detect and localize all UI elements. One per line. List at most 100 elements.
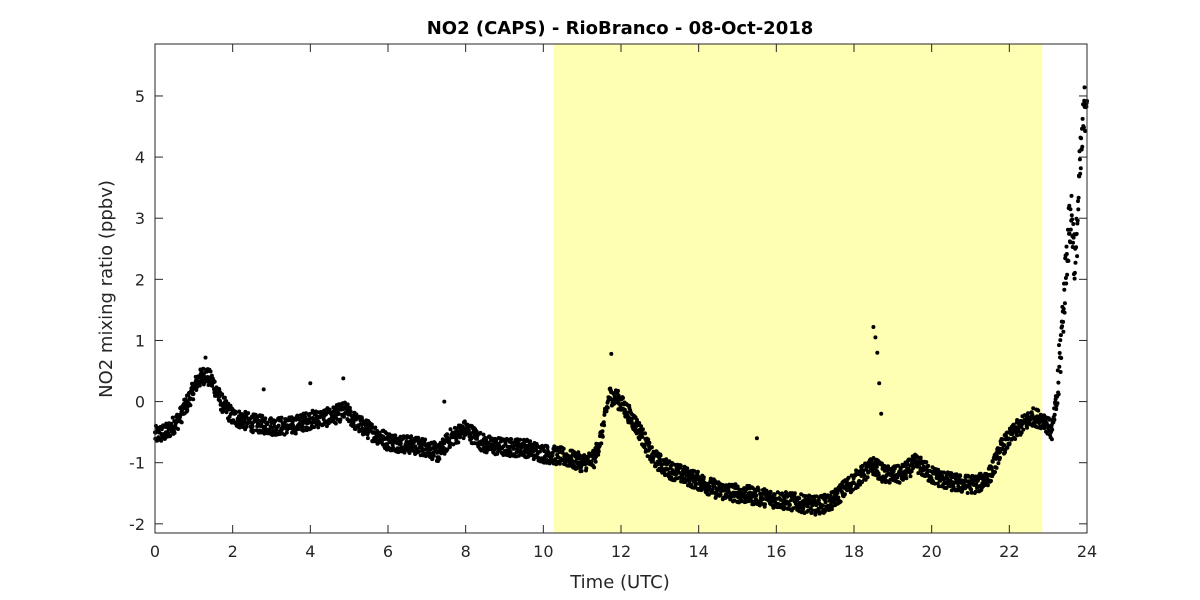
data-point (296, 427, 301, 431)
data-point (169, 421, 174, 426)
data-point (1074, 231, 1079, 236)
x-tick-label: 20 (921, 542, 941, 561)
data-point (1080, 116, 1085, 121)
data-point (589, 459, 594, 464)
data-point (312, 425, 317, 430)
data-point (874, 464, 879, 469)
data-point (303, 415, 308, 420)
data-point (1075, 218, 1080, 223)
data-point (1049, 437, 1054, 442)
data-point (354, 412, 359, 417)
data-point (948, 484, 952, 489)
data-point (560, 450, 565, 455)
data-point (710, 487, 715, 492)
data-point (1071, 222, 1076, 226)
data-point (259, 430, 263, 435)
data-point (816, 498, 821, 503)
data-point (806, 508, 811, 513)
data-point (655, 462, 660, 467)
data-point (768, 489, 773, 494)
data-point (823, 500, 828, 505)
data-point (379, 439, 384, 444)
data-point (185, 408, 190, 413)
x-tick-label: 18 (844, 542, 864, 561)
data-point (1076, 199, 1080, 204)
data-point (763, 502, 767, 507)
highlighted-time-window (553, 44, 1043, 533)
data-point (423, 437, 428, 442)
data-point (1016, 428, 1021, 432)
data-point (170, 415, 175, 420)
data-point (212, 379, 217, 384)
data-point (846, 475, 851, 480)
data-point (723, 495, 728, 500)
data-point (1072, 270, 1077, 275)
data-point (792, 491, 797, 496)
data-point (553, 457, 558, 462)
data-point (1057, 343, 1061, 348)
data-point (391, 446, 396, 450)
chart-title: NO2 (CAPS) - RioBranco - 08-Oct-2018 (427, 18, 814, 39)
data-point (1065, 272, 1070, 277)
data-point (658, 453, 663, 458)
data-point (1060, 324, 1065, 329)
data-point (268, 416, 273, 421)
data-point (251, 428, 256, 433)
data-point (466, 428, 471, 432)
data-point (544, 457, 549, 462)
data-point (1068, 207, 1073, 212)
spike-point (308, 381, 313, 386)
data-point (860, 463, 865, 468)
data-point (602, 412, 607, 417)
data-point (407, 451, 412, 455)
data-point (369, 422, 374, 427)
data-point (909, 469, 914, 474)
data-point (916, 471, 921, 476)
data-point (1015, 433, 1020, 438)
y-tick-label: 4 (135, 148, 145, 167)
data-point (865, 475, 870, 480)
data-point (989, 478, 993, 483)
x-tick-label: 0 (150, 542, 160, 561)
data-point (430, 456, 435, 461)
data-point (926, 463, 931, 468)
spike-point (754, 436, 759, 441)
data-point (359, 422, 364, 427)
data-point (417, 449, 422, 454)
data-point (1021, 427, 1026, 432)
data-point (197, 383, 202, 388)
x-tick-label: 16 (766, 542, 786, 561)
data-point (664, 457, 669, 462)
data-point (244, 424, 249, 429)
data-point (456, 440, 461, 445)
data-point (1083, 129, 1088, 133)
data-point (314, 409, 318, 414)
data-point (1076, 207, 1081, 212)
spike-point (341, 376, 346, 381)
data-point (390, 442, 395, 447)
data-point (276, 423, 281, 428)
data-point (1014, 425, 1019, 430)
data-point (639, 424, 643, 429)
data-point (474, 429, 479, 434)
data-point (409, 434, 414, 439)
data-point (503, 442, 508, 447)
data-point (333, 421, 338, 426)
data-point (646, 437, 651, 442)
data-point (862, 473, 867, 478)
data-point (639, 431, 644, 436)
data-point (701, 475, 706, 480)
data-point (707, 484, 712, 489)
data-point (534, 448, 539, 453)
data-point (678, 463, 683, 468)
data-point (518, 437, 523, 442)
data-point (643, 431, 648, 436)
spike-point (875, 350, 880, 355)
data-point (904, 476, 909, 481)
data-point (307, 411, 312, 416)
data-point (233, 411, 238, 415)
data-point (550, 450, 555, 455)
data-point (1070, 217, 1075, 222)
data-point (637, 437, 642, 442)
